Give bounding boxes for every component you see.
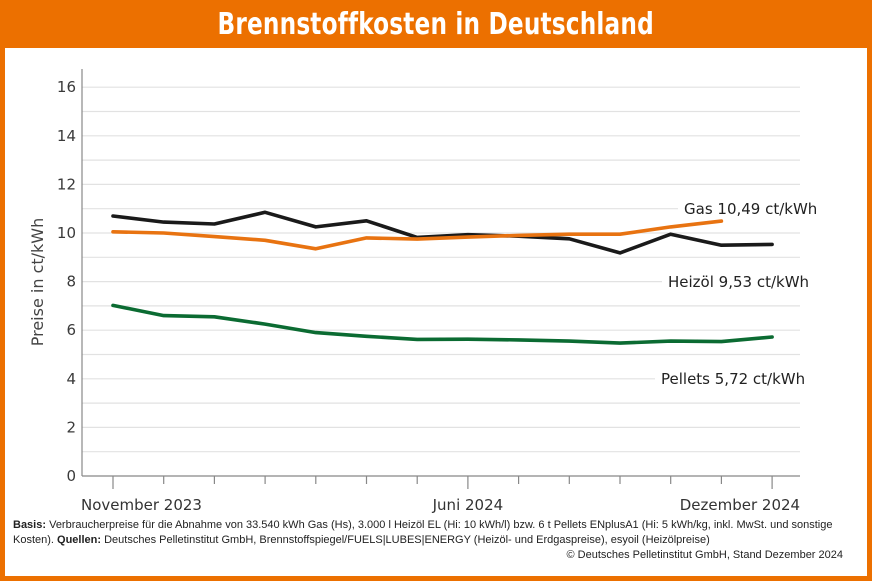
header-bar: Brennstoffkosten in Deutschland — [0, 0, 872, 48]
axes — [81, 69, 800, 477]
basis-text: Verbraucherpreise für die Abnahme von 33… — [13, 519, 833, 546]
sources-label: Quellen: — [57, 534, 102, 546]
series-labels: Heizöl 9,53 ct/kWh Gas 10,49 ct/kWh Pellet… — [655, 199, 828, 389]
y-tick-label: 2 — [66, 418, 76, 436]
chart-title: Brennstoffkosten in Deutschland — [217, 6, 655, 42]
x-tick-label: Dezember 2024 — [680, 496, 800, 514]
series-label-gas: Gas 10,49 ct/kWh — [684, 200, 817, 218]
y-tick-label: 8 — [66, 273, 76, 291]
series-label-backdrop — [655, 369, 805, 389]
series-line-pellets — [111, 303, 774, 345]
series-line-heizoel — [111, 210, 774, 255]
series-lines — [111, 210, 774, 345]
sources-text: Deutsches Pelletinstitut GmbH, Brennstof… — [101, 534, 710, 546]
series-line-gas — [111, 219, 724, 251]
y-axis-title: Preise in ct/kWh — [28, 218, 47, 347]
series-label-pellets: Pellets 5,72 ct/kWh — [661, 370, 805, 388]
y-tick-label: 6 — [66, 321, 76, 339]
y-tick-labels: 0 2 4 6 8 10 12 14 16 — [57, 78, 76, 485]
x-tick-label: November 2023 — [81, 496, 202, 514]
y-tick-label: 4 — [66, 370, 76, 388]
footnote: Basis: Verbraucherpreise für die Abnahme… — [13, 518, 843, 563]
copyright: © Deutsches Pelletinstitut GmbH, Stand D… — [566, 549, 843, 561]
y-tick-label: 10 — [57, 224, 76, 242]
y-tick-label: 16 — [57, 78, 76, 96]
series-label-backdrop — [678, 199, 828, 219]
x-ticks: November 2023 Juni 2024 Dezember 2024 — [81, 476, 800, 514]
gridlines — [82, 86, 800, 453]
y-tick-label: 12 — [57, 175, 76, 193]
y-tick-label: 0 — [66, 467, 76, 485]
y-tick-label: 14 — [57, 127, 76, 145]
x-tick-label: Juni 2024 — [432, 496, 504, 514]
basis-label: Basis: — [13, 519, 47, 531]
series-label-heizoel: Heizöl 9,53 ct/kWh — [668, 273, 809, 291]
series-label-backdrop — [662, 272, 812, 292]
